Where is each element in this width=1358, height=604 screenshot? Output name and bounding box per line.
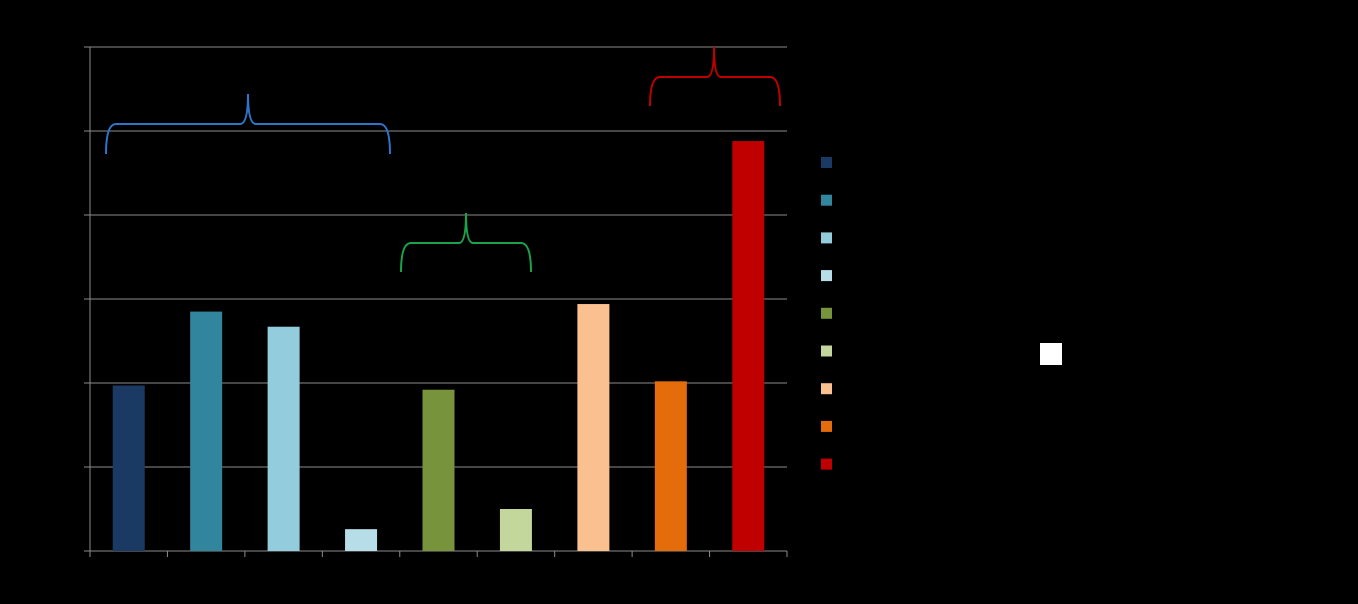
legend-swatch: [821, 420, 832, 432]
legend-swatch: [821, 157, 832, 168]
legend-swatch: [821, 458, 832, 470]
legend-swatch: [821, 345, 832, 357]
legend-swatch: [821, 270, 832, 282]
group-brace: [105, 93, 391, 155]
bar: [112, 385, 145, 551]
bar: [267, 326, 300, 551]
group-brace: [649, 46, 781, 107]
bar: [422, 389, 455, 551]
bar: [654, 381, 687, 551]
bar: [345, 529, 378, 551]
bar: [732, 141, 765, 551]
white-box: [1040, 343, 1062, 365]
legend-swatch: [821, 307, 832, 319]
bar: [577, 304, 610, 551]
legend-swatch: [821, 383, 832, 395]
legend-swatch: [821, 232, 832, 244]
group-brace: [400, 212, 532, 273]
bar: [499, 509, 532, 551]
legend-swatch: [821, 194, 832, 206]
bar: [190, 311, 223, 551]
